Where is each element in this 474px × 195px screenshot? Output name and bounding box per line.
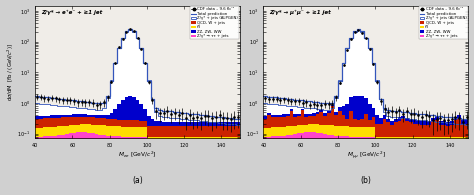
Text: (b): (b): [361, 176, 372, 185]
Y-axis label: d$\sigma$/dM  [fb / (GeV/$c^2$)]: d$\sigma$/dM [fb / (GeV/$c^2$)]: [6, 43, 16, 101]
X-axis label: $M_{\mu\mu}$ [GeV/$c^2$]: $M_{\mu\mu}$ [GeV/$c^2$]: [346, 150, 385, 161]
X-axis label: $M_{ee}$ [GeV/$c^2$]: $M_{ee}$ [GeV/$c^2$]: [118, 150, 157, 160]
Legend: CDF data – 9.6 fb⁻¹, Total prediction, Z/γ* + jets (ALPGEN), QCD, W + jets, t̅t̅: CDF data – 9.6 fb⁻¹, Total prediction, Z…: [419, 6, 468, 39]
Legend: CDF data – 9.6 fb⁻¹, Total prediction, Z/γ* + jets (ALPGEN), QCD, W + jets, t̅t̅: CDF data – 9.6 fb⁻¹, Total prediction, Z…: [190, 6, 239, 39]
Text: Z/γ* → e⁺e⁻ + ≥1 jet: Z/γ* → e⁺e⁻ + ≥1 jet: [41, 10, 102, 15]
Text: (a): (a): [132, 176, 143, 185]
Text: Z/γ* → μ⁺μ⁻ + ≥1 jet: Z/γ* → μ⁺μ⁻ + ≥1 jet: [270, 10, 331, 15]
